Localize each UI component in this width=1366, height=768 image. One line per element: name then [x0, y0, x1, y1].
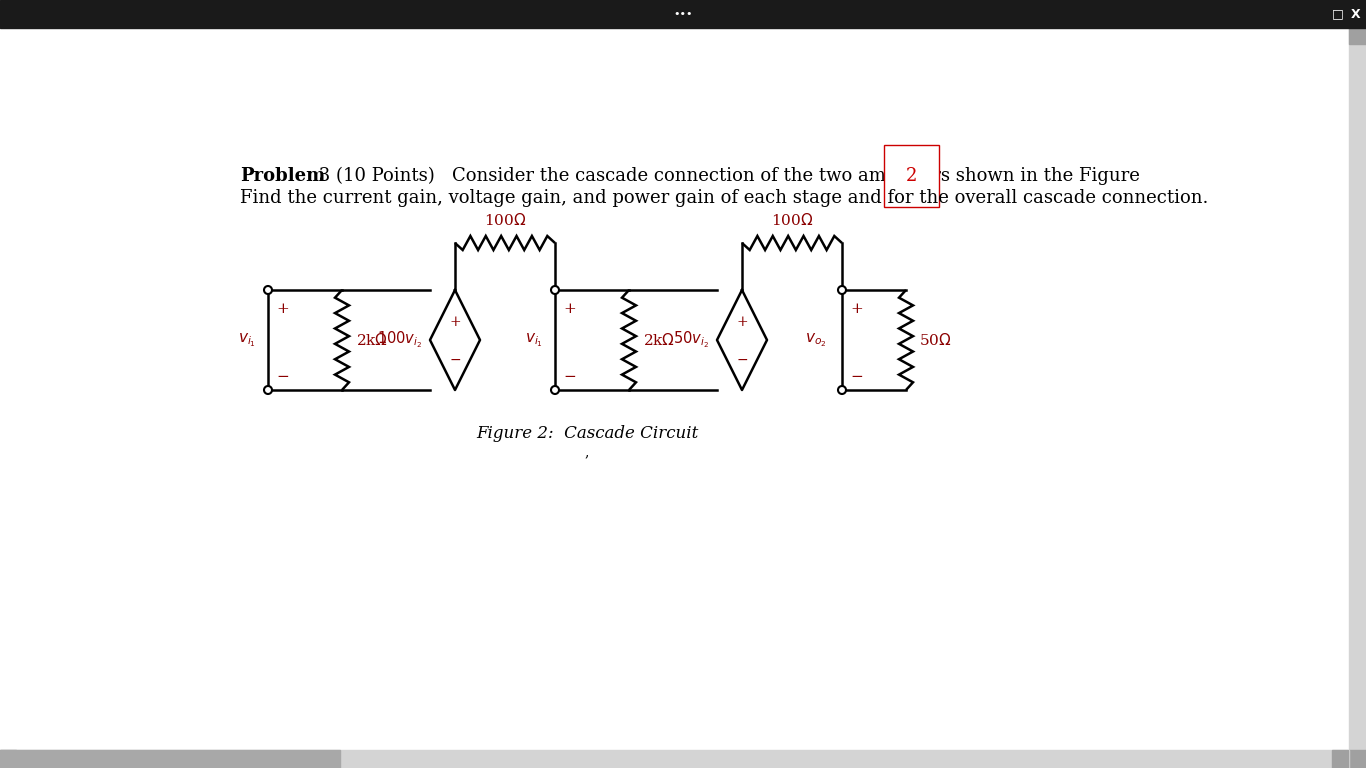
Circle shape	[264, 286, 272, 294]
Text: ,: ,	[585, 445, 589, 459]
Text: 100$\Omega$: 100$\Omega$	[484, 212, 526, 228]
Text: •••: •••	[673, 9, 693, 19]
Text: $-$: $-$	[850, 368, 863, 382]
Circle shape	[550, 286, 559, 294]
Text: +: +	[736, 316, 747, 329]
Bar	[0, 750, 1350, 768]
Text: +: +	[276, 302, 288, 316]
Bar	[1350, 750, 1366, 768]
Text: $v_{i_1}$: $v_{i_1}$	[238, 331, 255, 349]
Text: $v_{i_1}$: $v_{i_1}$	[525, 331, 544, 349]
Bar	[0, 750, 16, 768]
Text: 3 (10 Points)   Consider the cascade connection of the two amplifiers shown in t: 3 (10 Points) Consider the cascade conne…	[313, 167, 1146, 185]
Text: 2k$\Omega$: 2k$\Omega$	[643, 332, 675, 348]
Text: $-$: $-$	[563, 368, 576, 382]
Circle shape	[837, 386, 846, 394]
Text: $-$: $-$	[276, 368, 290, 382]
Text: 2: 2	[906, 167, 918, 185]
Text: $-$: $-$	[736, 352, 749, 366]
Text: Problem: Problem	[240, 167, 325, 185]
Bar	[1332, 750, 1348, 768]
Text: X: X	[1351, 8, 1361, 21]
Text: 2k$\Omega$: 2k$\Omega$	[357, 332, 388, 348]
Text: +: +	[563, 302, 575, 316]
Circle shape	[837, 286, 846, 294]
Text: $50v_{i_2}$: $50v_{i_2}$	[673, 329, 709, 350]
Bar	[1350, 28, 1366, 44]
Text: 100$\Omega$: 100$\Omega$	[770, 212, 813, 228]
Bar	[0, 0, 1366, 28]
Text: Find the current gain, voltage gain, and power gain of each stage and for the ov: Find the current gain, voltage gain, and…	[240, 189, 1209, 207]
Bar	[0, 750, 340, 768]
Text: Figure 2:  Cascade Circuit: Figure 2: Cascade Circuit	[475, 425, 698, 442]
Circle shape	[550, 386, 559, 394]
Text: $v_{o_2}$: $v_{o_2}$	[806, 331, 826, 349]
Text: $-$: $-$	[449, 352, 462, 366]
Bar	[1350, 28, 1366, 750]
Text: +: +	[449, 316, 460, 329]
Text: □: □	[1332, 8, 1344, 21]
Text: 50$\Omega$: 50$\Omega$	[919, 332, 952, 348]
Text: +: +	[850, 302, 863, 316]
Circle shape	[264, 386, 272, 394]
Text: $100v_{i_2}$: $100v_{i_2}$	[377, 329, 422, 350]
